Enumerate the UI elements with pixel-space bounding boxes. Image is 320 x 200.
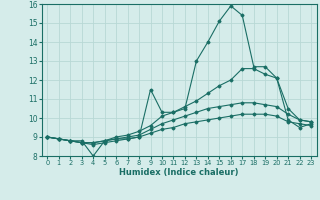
X-axis label: Humidex (Indice chaleur): Humidex (Indice chaleur) <box>119 168 239 177</box>
